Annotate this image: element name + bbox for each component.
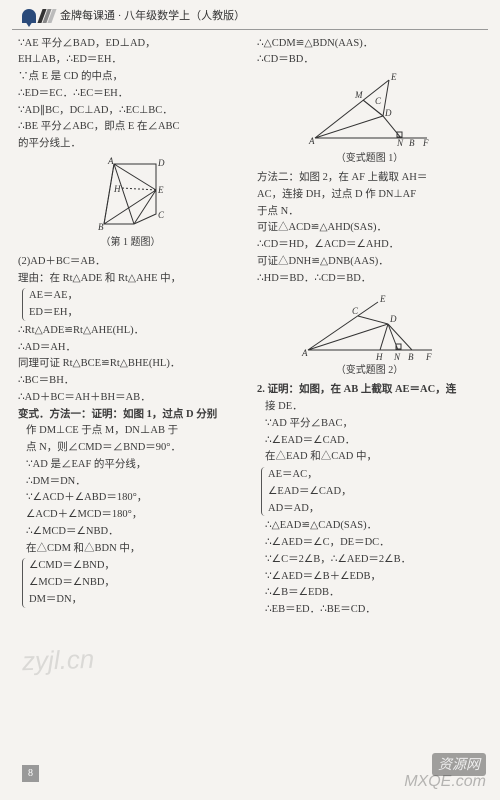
- text: ∴∠EAD＝∠CAD．: [257, 433, 482, 449]
- text: ∴BC＝BH．: [18, 373, 243, 389]
- svg-text:C: C: [158, 210, 165, 220]
- figure-caption: （变式题图 1）: [336, 151, 404, 166]
- svg-text:B: B: [409, 138, 415, 148]
- content-columns: ∵AE 平分∠BAD，ED⊥AD， EH⊥AB，∴ED＝EH． ∵点 E 是 C…: [0, 36, 500, 619]
- svg-text:B: B: [98, 222, 104, 232]
- text: 方法二：如图 2，在 AF 上截取 AH＝: [257, 170, 482, 186]
- svg-text:F: F: [422, 138, 429, 148]
- text: ∵AD 是∠EAF 的平分线，: [18, 457, 243, 473]
- text: ∵点 E 是 CD 的中点，: [18, 69, 243, 85]
- svg-text:E: E: [390, 72, 397, 82]
- svg-text:H: H: [113, 184, 121, 194]
- svg-text:E: E: [157, 185, 164, 195]
- geometry-diagram-icon: A E C D H N B F: [300, 290, 440, 362]
- svg-text:N: N: [393, 352, 401, 362]
- text: ∴BE 平分∠ABC，即点 E 在∠ABC: [18, 119, 243, 135]
- text: ∴DM＝DN．: [18, 474, 243, 490]
- text: ∵AE 平分∠BAD，ED⊥AD，: [18, 36, 243, 52]
- text: 的平分线上．: [18, 136, 243, 152]
- text: 2. 证明：如图，在 AB 上截取 AE＝AC，连: [257, 382, 482, 398]
- header-title: 金牌每课通 · 八年级数学上（人教版）: [60, 8, 245, 25]
- text: 理由：在 Rt△ADE 和 Rt△AHE 中，: [18, 271, 243, 287]
- stripes-icon: [37, 9, 56, 23]
- figure-1: A D E C B H （第 1 题图）: [18, 156, 243, 250]
- text: EH⊥AB，∴ED＝EH．: [18, 52, 243, 68]
- page-number: 8: [22, 765, 39, 782]
- svg-text:A: A: [107, 156, 114, 166]
- text: ∵AD 平分∠BAC，: [257, 416, 482, 432]
- text: ∴ED＝EC．∴EC＝EH．: [18, 86, 243, 102]
- text: ∴CD＝BD．: [257, 52, 482, 68]
- text: ∴△CDM≌△BDN(AAS)．: [257, 36, 482, 52]
- svg-text:B: B: [408, 352, 414, 362]
- right-column: ∴△CDM≌△BDN(AAS)． ∴CD＝BD． A E C: [257, 36, 482, 619]
- text: ∴△EAD≌△CAD(SAS)．: [257, 518, 482, 534]
- text: ∠CMD＝∠BND，: [29, 558, 243, 574]
- svg-text:D: D: [157, 158, 165, 168]
- text: ∴CD＝HD，∠ACD＝∠AHD．: [257, 237, 482, 253]
- text: ∴∠AED＝∠C，DE＝DC．: [257, 535, 482, 551]
- figure-caption: （变式题图 2）: [336, 363, 404, 378]
- text: 作 DM⊥CE 于点 M，DN⊥AB 于: [18, 423, 243, 439]
- page-header: 金牌每课通 · 八年级数学上（人教版）: [12, 0, 488, 30]
- svg-text:A: A: [301, 348, 308, 358]
- text: ∵∠ACD＋∠ABD＝180°，: [18, 490, 243, 506]
- text: ∠MCD＝∠NBD，: [29, 575, 243, 591]
- text: (2)AD＋BC＝AB．: [18, 254, 243, 270]
- text: 接 DE．: [257, 399, 482, 415]
- equation-brace: AE＝AE， ED＝EH，: [22, 288, 243, 321]
- text: 点 N，则∠CMD＝∠BND＝90°．: [18, 440, 243, 456]
- text: 在△CDM 和△BDN 中，: [18, 541, 243, 557]
- text: ∴AD＝AH．: [18, 340, 243, 356]
- svg-text:H: H: [375, 352, 383, 362]
- svg-text:N: N: [396, 138, 404, 148]
- svg-text:A: A: [308, 136, 315, 146]
- equation-brace: AE＝AC， ∠EAD＝∠CAD， AD＝AD，: [261, 467, 482, 516]
- svg-text:M: M: [354, 90, 363, 100]
- ribbon-icon: [22, 9, 36, 23]
- equation-brace: ∠CMD＝∠BND， ∠MCD＝∠NBD， DM＝DN，: [22, 558, 243, 607]
- text: 变式．方法一：证明：如图 1，过点 D 分别: [18, 407, 243, 423]
- figure-caption: （第 1 题图）: [101, 235, 161, 250]
- text: 可证△ACD≌△AHD(SAS)．: [257, 220, 482, 236]
- text: AE＝AE，: [29, 288, 243, 304]
- text: ∠EAD＝∠CAD，: [268, 484, 482, 500]
- svg-text:D: D: [389, 314, 397, 324]
- text: ∵AD∥BC，DC⊥AD，∴EC⊥BC．: [18, 103, 243, 119]
- left-column: ∵AE 平分∠BAD，ED⊥AD， EH⊥AB，∴ED＝EH． ∵点 E 是 C…: [18, 36, 243, 619]
- text: ∵∠C＝2∠B，∴∠AED＝2∠B．: [257, 552, 482, 568]
- text: 可证△DNH≌△DNB(AAS)．: [257, 254, 482, 270]
- text: ∴AD＋BC＝AH＋BH＝AB．: [18, 390, 243, 406]
- text: ∵∠AED＝∠B＋∠EDB，: [257, 569, 482, 585]
- geometry-diagram-icon: A E C M D N B F: [305, 72, 435, 150]
- text: ∴∠MCD＝∠NBD．: [18, 524, 243, 540]
- text: ∴Rt△ADE≌Rt△AHE(HL)．: [18, 323, 243, 339]
- text: AC，连接 DH，过点 D 作 DN⊥AF: [257, 187, 482, 203]
- text: AD＝AD，: [268, 501, 482, 517]
- svg-text:F: F: [425, 352, 432, 362]
- figure-v1: A E C M D N B F （变式题图 1）: [257, 72, 482, 166]
- figure-v2: A E C D H N B F （变式题图 2）: [257, 290, 482, 378]
- text: 在△EAD 和△CAD 中，: [257, 449, 482, 465]
- text: DM＝DN，: [29, 592, 243, 608]
- text: AE＝AC，: [268, 467, 482, 483]
- svg-text:C: C: [375, 96, 382, 106]
- watermark: zyjl.cn: [21, 640, 95, 681]
- text: ∴HD＝BD．∴CD＝BD．: [257, 271, 482, 287]
- svg-text:C: C: [352, 306, 359, 316]
- text: ∴∠B＝∠EDB．: [257, 585, 482, 601]
- text: ED＝EH，: [29, 305, 243, 321]
- text: 于点 N．: [257, 204, 482, 220]
- watermark: MXQE.com: [404, 770, 486, 794]
- geometry-diagram-icon: A D E C B H: [86, 156, 176, 234]
- watermark-badge: 资源网: [432, 753, 486, 776]
- text: 同理可证 Rt△BCE≌Rt△BHE(HL)．: [18, 356, 243, 372]
- svg-text:D: D: [384, 108, 392, 118]
- text: ∠ACD＋∠MCD＝180°，: [18, 507, 243, 523]
- svg-text:E: E: [379, 294, 386, 304]
- text: ∴EB＝ED．∴BE＝CD．: [257, 602, 482, 618]
